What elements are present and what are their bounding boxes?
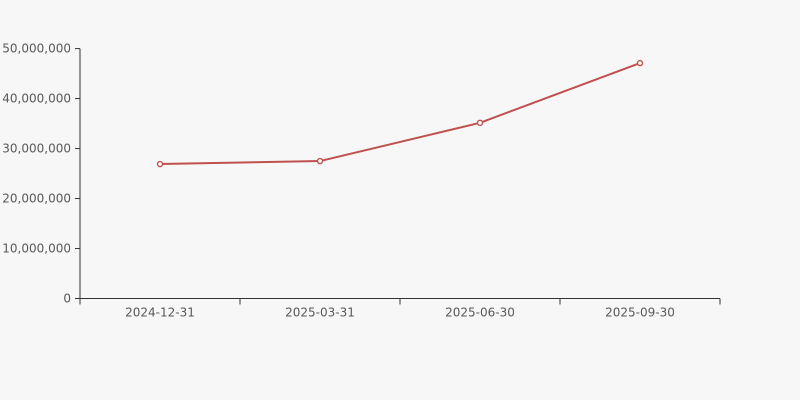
data-point-marker bbox=[316, 157, 324, 165]
x-axis-tick-label: 2025-06-30 bbox=[445, 306, 515, 320]
series-line bbox=[159, 62, 641, 166]
y-axis-tick-label: 20,000,000 bbox=[2, 192, 71, 206]
x-axis-tick-label: 2025-03-31 bbox=[285, 306, 355, 320]
y-axis-tick-label: 40,000,000 bbox=[2, 92, 71, 106]
data-point-marker bbox=[636, 59, 644, 67]
x-axis-tick-label: 2025-09-30 bbox=[605, 306, 675, 320]
data-point-marker bbox=[476, 119, 484, 127]
data-point-marker bbox=[156, 160, 164, 168]
y-axis-tick-label: 50,000,000 bbox=[2, 42, 71, 56]
y-axis-tick-label: 0 bbox=[63, 292, 71, 306]
y-axis-tick-label: 10,000,000 bbox=[2, 242, 71, 256]
y-axis-tick-label: 30,000,000 bbox=[2, 142, 71, 156]
x-axis-tick-label: 2024-12-31 bbox=[125, 306, 195, 320]
